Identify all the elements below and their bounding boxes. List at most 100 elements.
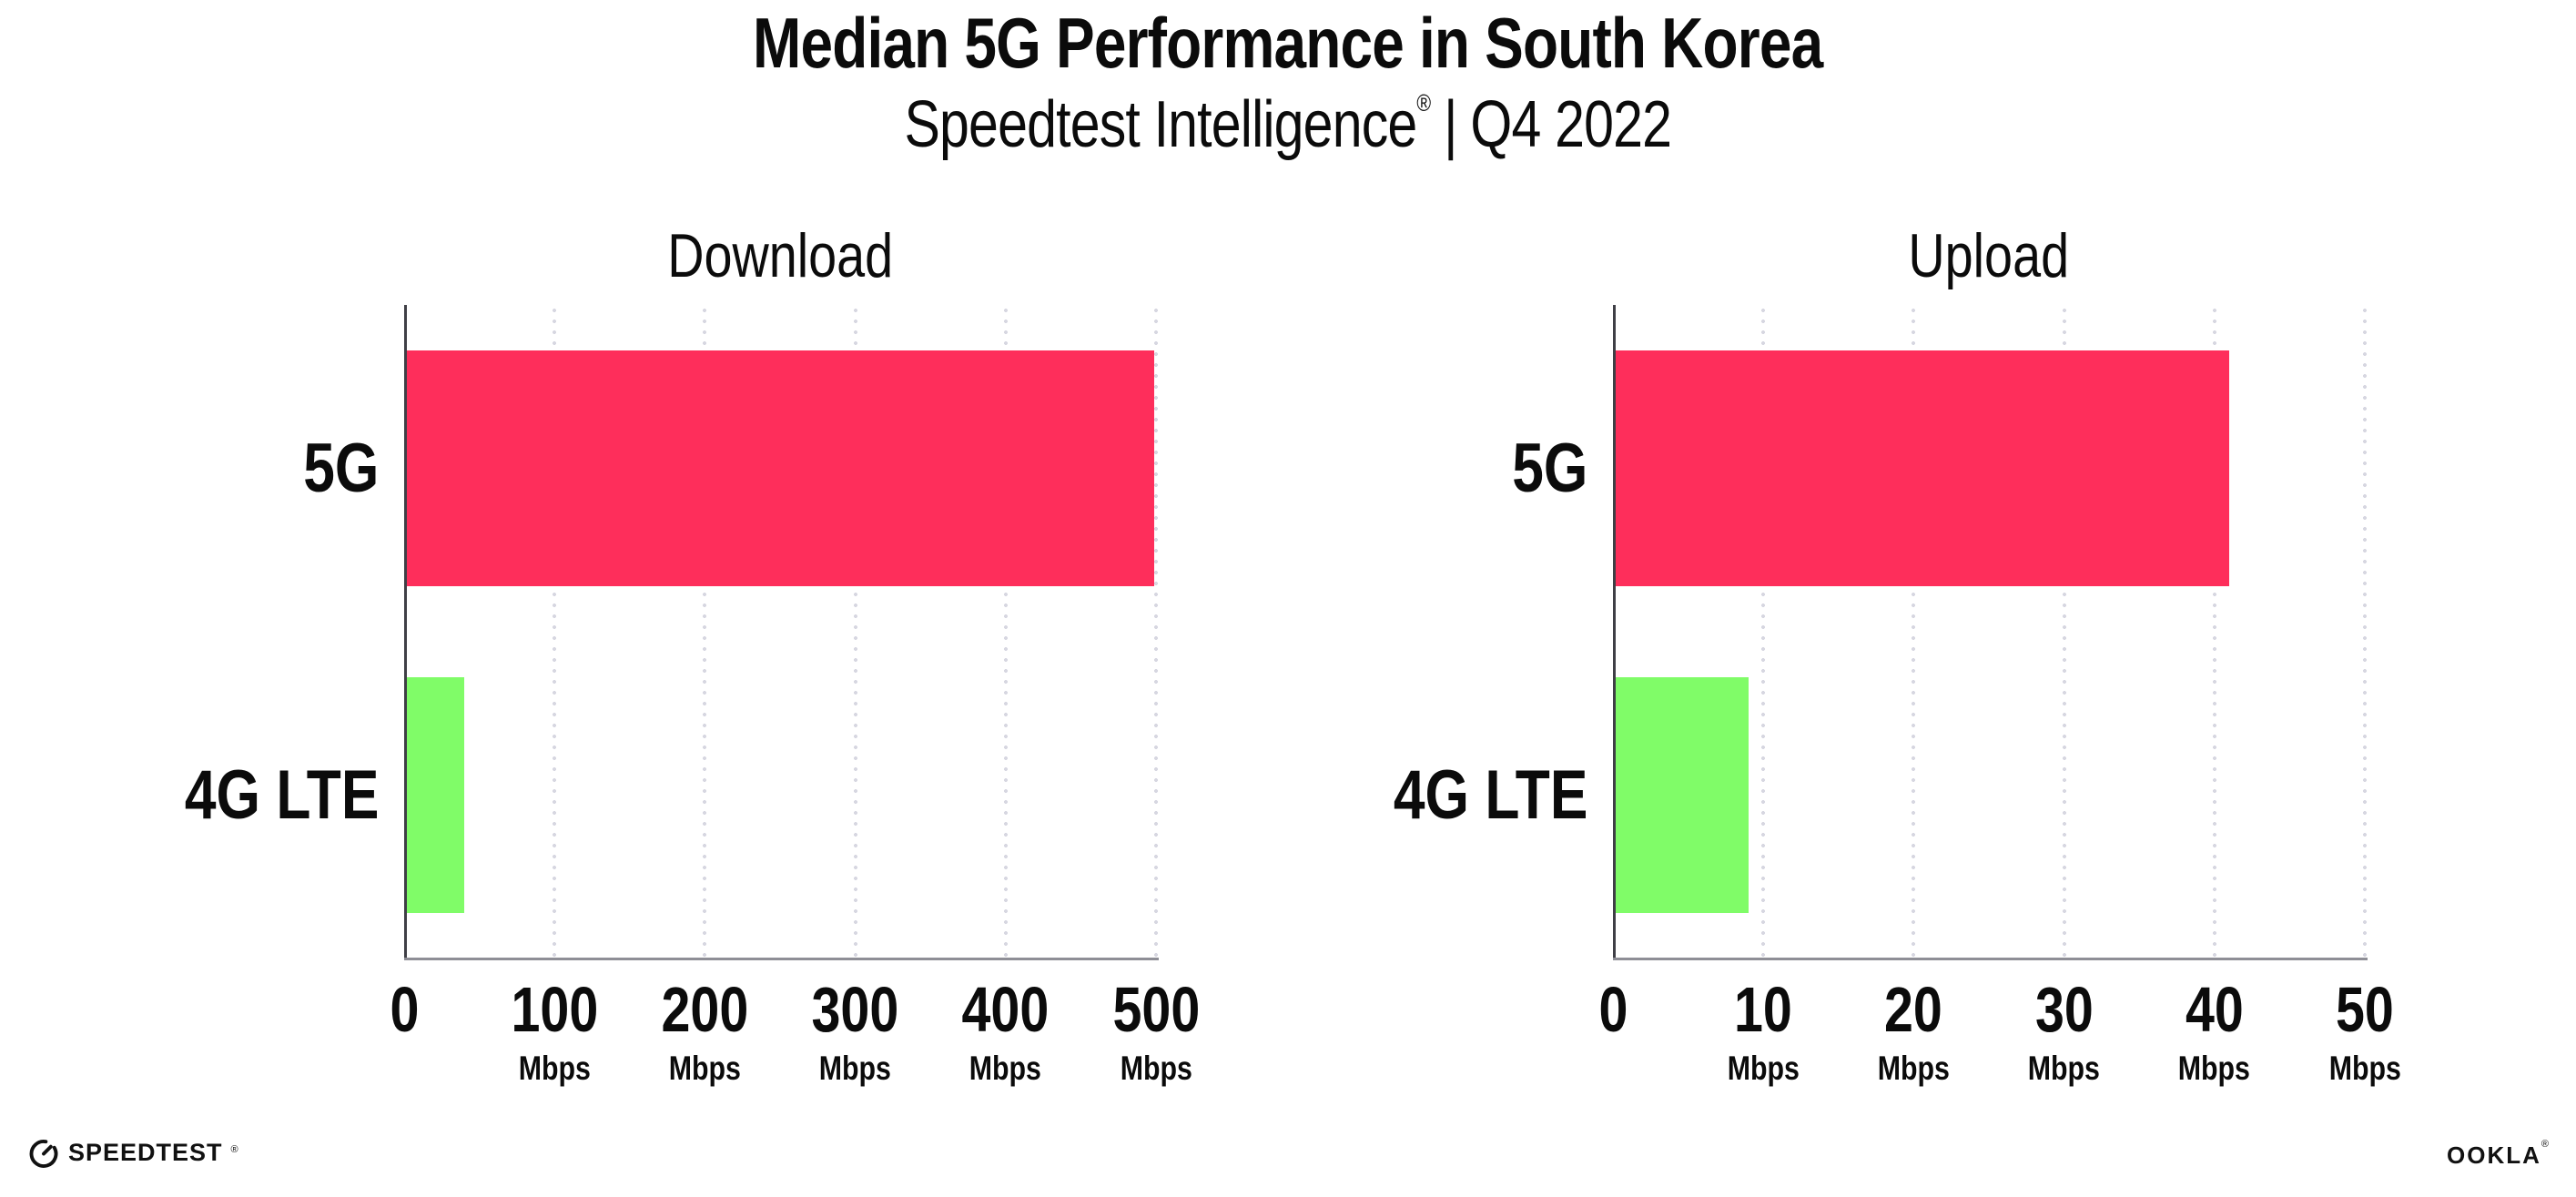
tick-value-label: 20	[1833, 976, 1993, 1043]
tick-unit-text: Mbps	[818, 1050, 892, 1087]
tick-value-label: 100	[474, 976, 634, 1043]
download-chart-title: Download	[404, 220, 1156, 291]
gridline-10	[1761, 305, 1766, 959]
tick-value-text: 300	[811, 974, 899, 1045]
tick-unit-text: Mbps	[518, 1050, 591, 1087]
tick-unit-text: Mbps	[969, 1050, 1042, 1087]
gridline-300	[853, 305, 857, 959]
tick-value-text: 400	[961, 974, 1050, 1045]
category-label-5g: 5G	[78, 427, 379, 511]
tick-value-text: 10	[1734, 974, 1793, 1045]
x-axis-tick-400: 400 Mbps	[926, 976, 1086, 1087]
tick-value-label: 200	[624, 976, 785, 1043]
tick-value-text: 0	[1598, 974, 1628, 1045]
category-label-text: 4G LTE	[1393, 756, 1587, 834]
tick-unit-text: Mbps	[1120, 1050, 1192, 1087]
x-axis-tick-100: 100 Mbps	[474, 976, 634, 1087]
bar-4g-lte	[1615, 677, 1749, 913]
tick-value-text: 40	[2185, 974, 2244, 1045]
tick-value-text: 30	[2034, 974, 2094, 1045]
upload-chart-title: Upload	[1613, 220, 2365, 291]
tick-value-text: 100	[511, 974, 599, 1045]
tick-value-text: 200	[661, 974, 749, 1045]
tick-unit-label: Mbps	[1076, 1050, 1236, 1087]
gridline-50	[2363, 305, 2367, 959]
x-axis-tick-0: 0	[324, 976, 484, 1043]
tick-unit-text: Mbps	[2178, 1050, 2251, 1087]
tick-value-text: 500	[1112, 974, 1200, 1045]
tick-unit-label: Mbps	[624, 1050, 785, 1087]
x-axis-tick-300: 300 Mbps	[776, 976, 936, 1087]
tick-unit-label: Mbps	[2135, 1050, 2295, 1087]
tick-value-label: 300	[776, 976, 936, 1043]
tick-value-label: 30	[1984, 976, 2145, 1043]
category-label-5g: 5G	[1287, 427, 1587, 511]
page-title-text: Median 5G Performance in South Korea	[753, 3, 1823, 83]
upload-plot-area	[1613, 305, 2368, 960]
x-axis-tick-20: 20 Mbps	[1833, 976, 1993, 1087]
category-label-4g-lte: 4G LTE	[1287, 754, 1587, 837]
tick-unit-label: Mbps	[474, 1050, 634, 1087]
ookla-registered-mark: ®	[2541, 1139, 2551, 1150]
subtitle-separator: |	[1444, 88, 1457, 161]
speedtest-logo: SPEEDTEST ®	[27, 1136, 238, 1169]
y-axis-spine	[404, 305, 407, 959]
x-axis-spine	[1613, 958, 2368, 960]
tick-value-label: 400	[926, 976, 1086, 1043]
gridline-30	[2062, 305, 2066, 959]
page-subtitle: Speedtest Intelligence® | Q4 2022	[0, 87, 2576, 162]
category-label-text: 4G LTE	[184, 756, 379, 834]
x-axis-tick-500: 500 Mbps	[1076, 976, 1236, 1087]
tick-value-label: 0	[324, 976, 484, 1043]
x-axis-tick-0: 0	[1533, 976, 1693, 1043]
tick-value-label: 10	[1683, 976, 1843, 1043]
download-chart-title-text: Download	[666, 221, 893, 290]
x-axis-tick-40: 40 Mbps	[2135, 976, 2295, 1087]
tick-unit-text: Mbps	[2328, 1050, 2401, 1087]
speedtest-wordmark: SPEEDTEST	[68, 1138, 223, 1166]
download-plot-area	[404, 305, 1159, 960]
x-axis-tick-10: 10 Mbps	[1683, 976, 1843, 1087]
gridline-20	[1912, 305, 1916, 959]
subtitle-brand: Speedtest Intelligence	[904, 88, 1418, 161]
x-axis-tick-30: 30 Mbps	[1984, 976, 2145, 1087]
tick-unit-label: Mbps	[1984, 1050, 2145, 1087]
gridline-40	[2212, 305, 2216, 959]
gridline-100	[553, 305, 557, 959]
tick-unit-label: Mbps	[2285, 1050, 2445, 1087]
category-label-4g-lte: 4G LTE	[78, 754, 379, 837]
tick-unit-label: Mbps	[1683, 1050, 1843, 1087]
registered-trademark-symbol: ®	[1416, 89, 1432, 117]
gridline-500	[1154, 305, 1158, 959]
page-title: Median 5G Performance in South Korea	[0, 2, 2576, 85]
tick-unit-text: Mbps	[668, 1050, 741, 1087]
subtitle-period: Q4 2022	[1470, 88, 1673, 161]
tick-value-label: 0	[1533, 976, 1693, 1043]
y-axis-spine	[1613, 305, 1616, 959]
tick-value-text: 20	[1884, 974, 1943, 1045]
x-axis-spine	[404, 958, 1159, 960]
category-label-text: 5G	[1511, 429, 1587, 507]
category-label-text: 5G	[302, 429, 379, 507]
tick-value-label: 50	[2285, 976, 2445, 1043]
tick-value-label: 500	[1076, 976, 1236, 1043]
tick-value-label: 40	[2135, 976, 2295, 1043]
tick-value-text: 0	[390, 974, 419, 1045]
bar-4g-lte	[406, 677, 465, 913]
ookla-wordmark: OOKLA	[2447, 1141, 2541, 1169]
x-axis-tick-50: 50 Mbps	[2285, 976, 2445, 1087]
tick-unit-label: Mbps	[776, 1050, 936, 1087]
ookla-logo: OOKLA®	[2447, 1139, 2551, 1170]
tick-unit-text: Mbps	[1727, 1050, 1800, 1087]
upload-chart-title-text: Upload	[1908, 221, 2070, 290]
x-axis-tick-200: 200 Mbps	[624, 976, 785, 1087]
gridline-200	[703, 305, 707, 959]
tick-unit-text: Mbps	[2027, 1050, 2101, 1087]
speedtest-gauge-icon	[29, 1140, 58, 1168]
gridline-400	[1003, 305, 1008, 959]
tick-unit-text: Mbps	[1877, 1050, 1950, 1087]
tick-unit-label: Mbps	[1833, 1050, 1993, 1087]
bar-5g	[406, 350, 1155, 586]
speedtest-registered-mark: ®	[230, 1144, 238, 1155]
